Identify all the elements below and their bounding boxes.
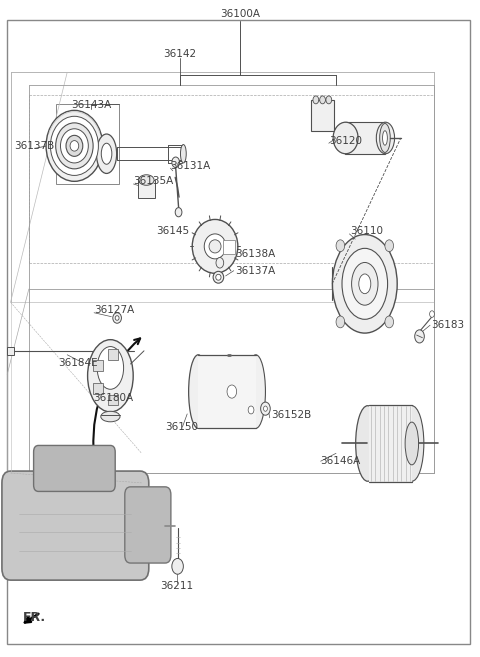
Ellipse shape [115, 316, 119, 321]
Ellipse shape [192, 219, 238, 273]
Ellipse shape [56, 123, 93, 169]
Circle shape [336, 240, 345, 252]
Text: 36180A: 36180A [94, 393, 134, 403]
Bar [223, 240, 235, 254]
Circle shape [326, 96, 332, 104]
Ellipse shape [101, 411, 120, 422]
Ellipse shape [96, 134, 117, 173]
Ellipse shape [213, 271, 224, 283]
Circle shape [172, 558, 183, 574]
Text: 36120: 36120 [329, 135, 362, 146]
Bar [369, 405, 412, 482]
Ellipse shape [400, 405, 424, 481]
Text: 36142: 36142 [163, 49, 197, 59]
Circle shape [172, 157, 180, 168]
Ellipse shape [60, 129, 88, 163]
Ellipse shape [342, 248, 388, 319]
Ellipse shape [101, 143, 112, 164]
FancyBboxPatch shape [34, 445, 115, 491]
Ellipse shape [66, 135, 83, 156]
Ellipse shape [351, 262, 378, 306]
Circle shape [385, 316, 394, 328]
Circle shape [216, 258, 224, 268]
Ellipse shape [70, 141, 79, 151]
Ellipse shape [209, 240, 221, 253]
Text: 36110: 36110 [350, 226, 384, 237]
Bar [7, 347, 14, 355]
Ellipse shape [332, 235, 397, 333]
Ellipse shape [97, 347, 124, 389]
Ellipse shape [383, 131, 387, 145]
Circle shape [264, 406, 267, 411]
Bar [138, 180, 155, 198]
Ellipse shape [189, 355, 208, 428]
Ellipse shape [376, 122, 395, 154]
Text: 36138A: 36138A [235, 248, 276, 259]
Circle shape [415, 330, 424, 343]
Text: 36137A: 36137A [235, 265, 276, 276]
Ellipse shape [139, 175, 154, 185]
Circle shape [336, 316, 345, 328]
Ellipse shape [46, 478, 103, 489]
Text: FR.: FR. [23, 611, 46, 624]
Circle shape [430, 311, 434, 317]
Ellipse shape [204, 234, 226, 259]
Circle shape [320, 96, 325, 104]
Text: 36100A: 36100A [220, 9, 260, 20]
Bar [56, 104, 119, 184]
Text: 36184E: 36184E [59, 357, 98, 368]
Text: 36127A: 36127A [94, 305, 134, 315]
FancyBboxPatch shape [125, 487, 171, 563]
Text: 36135A: 36135A [133, 176, 174, 187]
Text: 36145: 36145 [156, 226, 190, 237]
Ellipse shape [246, 355, 265, 428]
Ellipse shape [380, 124, 390, 152]
Text: 36143A: 36143A [71, 100, 111, 110]
Bar [108, 350, 118, 360]
Circle shape [313, 96, 319, 104]
Text: 36152B: 36152B [271, 410, 312, 420]
Circle shape [227, 385, 237, 398]
Ellipse shape [46, 110, 103, 181]
Ellipse shape [216, 275, 221, 281]
Bar [345, 122, 385, 154]
Circle shape [385, 240, 394, 252]
Text: 36131A: 36131A [170, 160, 211, 171]
Ellipse shape [88, 340, 133, 412]
Bar [93, 384, 103, 394]
Text: 36137B: 36137B [14, 141, 55, 151]
Ellipse shape [359, 274, 371, 294]
Ellipse shape [50, 116, 98, 175]
Text: 36146A: 36146A [321, 456, 361, 466]
Ellipse shape [405, 422, 419, 465]
Text: 36183: 36183 [431, 320, 464, 330]
Ellipse shape [113, 313, 121, 323]
FancyBboxPatch shape [2, 471, 149, 580]
Bar [198, 355, 256, 428]
Ellipse shape [333, 122, 358, 154]
Bar [93, 360, 103, 371]
Text: 36211: 36211 [160, 581, 193, 591]
Bar [311, 100, 334, 131]
Text: 36150: 36150 [165, 422, 198, 432]
Ellipse shape [180, 145, 186, 163]
Circle shape [248, 406, 254, 414]
Circle shape [175, 208, 182, 217]
Bar [108, 394, 118, 405]
Ellipse shape [356, 405, 380, 481]
Circle shape [261, 402, 270, 415]
